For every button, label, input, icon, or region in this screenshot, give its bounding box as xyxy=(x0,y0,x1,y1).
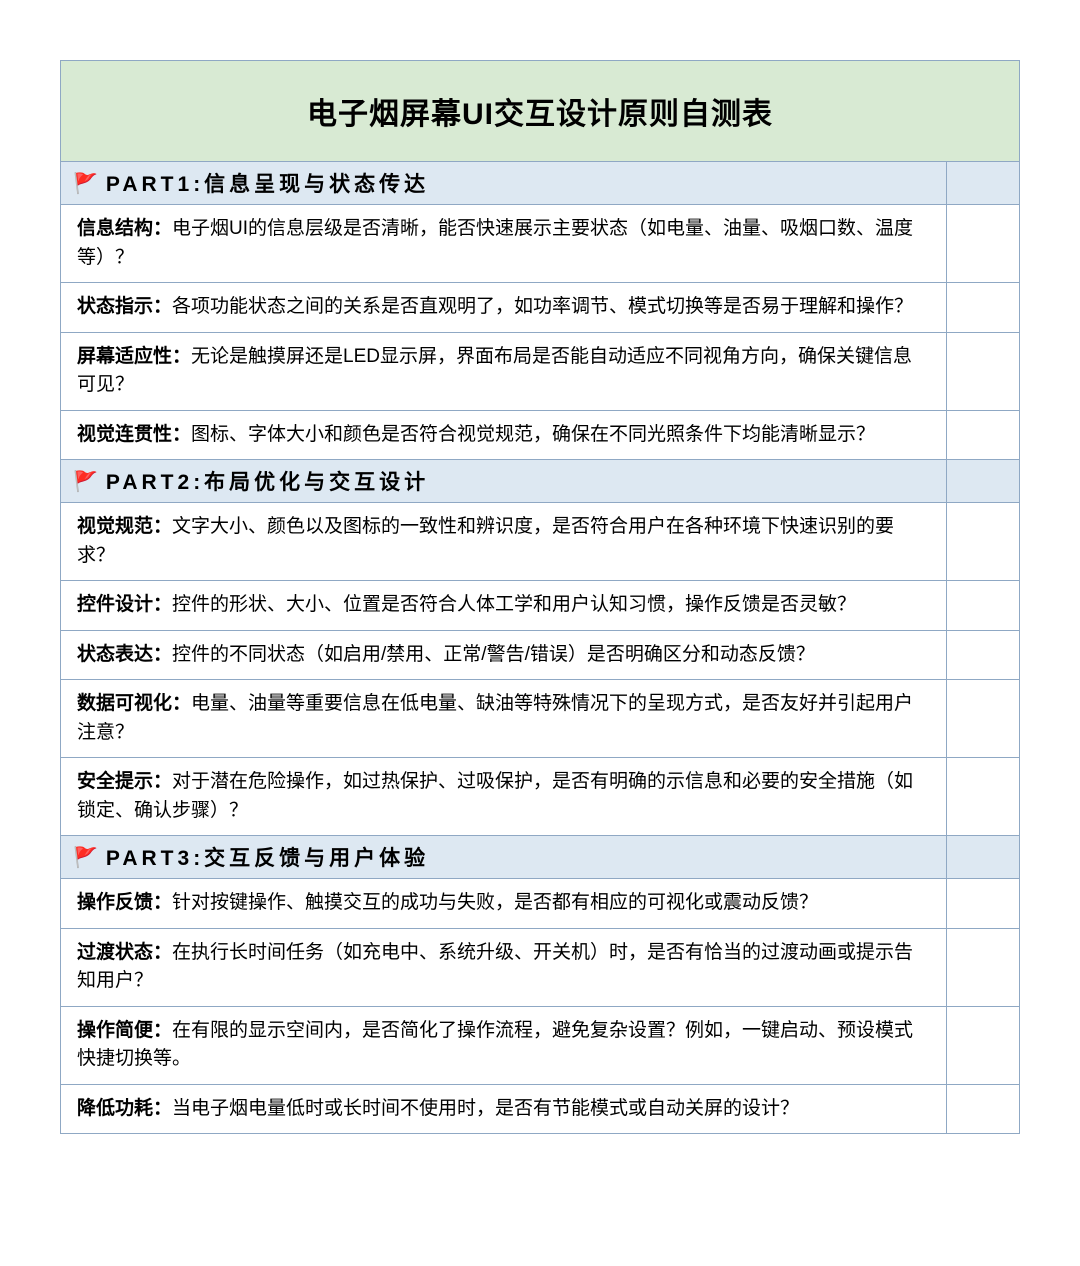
item-content: 降低功耗：当电子烟电量低时或长时间不使用时，是否有节能模式或自动关屏的设计？ xyxy=(61,1085,947,1134)
item-label: 操作反馈： xyxy=(77,892,172,913)
checklist-item-row: 操作简便：在有限的显示空间内，是否简化了操作流程，避免复杂设置？例如，一键启动、… xyxy=(61,1007,1019,1085)
checklist-item-row: 状态指示：各项功能状态之间的关系是否直观明了，如功率调节、模式切换等是否易于理解… xyxy=(61,283,1019,333)
item-checkbox-cell[interactable] xyxy=(947,680,1019,757)
section-header: 🚩 PART2:布局优化与交互设计 xyxy=(61,460,947,502)
item-text: 在有限的显示空间内，是否简化了操作流程，避免复杂设置？例如，一键启动、预设模式快… xyxy=(77,1020,913,1070)
checklist-item-row: 状态表达：控件的不同状态（如启用/禁用、正常/警告/错误）是否明确区分和动态反馈… xyxy=(61,631,1019,681)
item-checkbox-cell[interactable] xyxy=(947,283,1019,332)
checklist-item-row: 屏幕适应性：无论是触摸屏还是LED显示屏，界面布局是否能自动适应不同视角方向，确… xyxy=(61,333,1019,411)
checklist-item-row: 降低功耗：当电子烟电量低时或长时间不使用时，是否有节能模式或自动关屏的设计？ xyxy=(61,1085,1019,1134)
item-checkbox-cell[interactable] xyxy=(947,333,1019,410)
item-label: 降低功耗： xyxy=(77,1098,172,1119)
item-label: 安全提示： xyxy=(77,771,172,792)
item-text: 电子烟UI的信息层级是否清晰，能否快速展示主要状态（如电量、油量、吸烟口数、温度… xyxy=(77,218,913,268)
item-content: 视觉规范：文字大小、颜色以及图标的一致性和辨识度，是否符合用户在各种环境下快速识… xyxy=(61,503,947,580)
item-checkbox-cell[interactable] xyxy=(947,1085,1019,1134)
item-text: 针对按键操作、触摸交互的成功与失败，是否都有相应的可视化或震动反馈？ xyxy=(172,892,818,913)
item-checkbox-cell[interactable] xyxy=(947,879,1019,928)
section-header-row: 🚩 PART1:信息呈现与状态传达 xyxy=(61,162,1019,205)
item-label: 信息结构： xyxy=(77,218,172,239)
section-header: 🚩 PART1:信息呈现与状态传达 xyxy=(61,162,947,204)
item-checkbox-cell[interactable] xyxy=(947,205,1019,282)
item-checkbox-cell[interactable] xyxy=(947,758,1019,835)
item-checkbox-cell[interactable] xyxy=(947,631,1019,680)
item-checkbox-cell[interactable] xyxy=(947,929,1019,1006)
item-label: 数据可视化： xyxy=(77,693,191,714)
item-content: 状态表达：控件的不同状态（如启用/禁用、正常/警告/错误）是否明确区分和动态反馈… xyxy=(61,631,947,680)
item-text: 在执行长时间任务（如充电中、系统升级、开关机）时，是否有恰当的过渡动画或提示告知… xyxy=(77,942,913,992)
item-content: 数据可视化：电量、油量等重要信息在低电量、缺油等特殊情况下的呈现方式，是否友好并… xyxy=(61,680,947,757)
checklist-item-row: 信息结构：电子烟UI的信息层级是否清晰，能否快速展示主要状态（如电量、油量、吸烟… xyxy=(61,205,1019,283)
item-content: 控件设计：控件的形状、大小、位置是否符合人体工学和用户认知习惯，操作反馈是否灵敏… xyxy=(61,581,947,630)
item-label: 控件设计： xyxy=(77,594,172,615)
item-content: 安全提示：对于潜在危险操作，如过热保护、过吸保护，是否有明确的示信息和必要的安全… xyxy=(61,758,947,835)
item-label: 状态指示： xyxy=(77,296,172,317)
checklist-item-row: 数据可视化：电量、油量等重要信息在低电量、缺油等特殊情况下的呈现方式，是否友好并… xyxy=(61,680,1019,758)
checklist-item-row: 视觉连贯性：图标、字体大小和颜色是否符合视觉规范，确保在不同光照条件下均能清晰显… xyxy=(61,411,1019,461)
checklist-item-row: 安全提示：对于潜在危险操作，如过热保护、过吸保护，是否有明确的示信息和必要的安全… xyxy=(61,758,1019,836)
section-checkbox-cell[interactable] xyxy=(947,162,1019,204)
section-checkbox-cell[interactable] xyxy=(947,460,1019,502)
item-checkbox-cell[interactable] xyxy=(947,581,1019,630)
section-title: PART1:信息呈现与状态传达 xyxy=(106,168,429,198)
item-label: 屏幕适应性： xyxy=(77,346,191,367)
item-checkbox-cell[interactable] xyxy=(947,1007,1019,1084)
page-title: 电子烟屏幕UI交互设计原则自测表 xyxy=(307,98,773,131)
item-label: 状态表达： xyxy=(77,644,172,665)
flag-icon: 🚩 xyxy=(73,845,98,870)
item-label: 视觉连贯性： xyxy=(77,424,191,445)
item-text: 控件的形状、大小、位置是否符合人体工学和用户认知习惯，操作反馈是否灵敏？ xyxy=(172,594,856,615)
section-checkbox-cell[interactable] xyxy=(947,836,1019,878)
item-label: 操作简便： xyxy=(77,1020,172,1041)
item-content: 屏幕适应性：无论是触摸屏还是LED显示屏，界面布局是否能自动适应不同视角方向，确… xyxy=(61,333,947,410)
section-title: PART2:布局优化与交互设计 xyxy=(106,466,429,496)
section-title: PART3:交互反馈与用户体验 xyxy=(106,842,429,872)
item-content: 过渡状态：在执行长时间任务（如充电中、系统升级、开关机）时，是否有恰当的过渡动画… xyxy=(61,929,947,1006)
item-text: 当电子烟电量低时或长时间不使用时，是否有节能模式或自动关屏的设计？ xyxy=(172,1098,799,1119)
item-checkbox-cell[interactable] xyxy=(947,411,1019,460)
item-text: 无论是触摸屏还是LED显示屏，界面布局是否能自动适应不同视角方向，确保关键信息可… xyxy=(77,346,912,396)
section-header: 🚩 PART3:交互反馈与用户体验 xyxy=(61,836,947,878)
item-content: 信息结构：电子烟UI的信息层级是否清晰，能否快速展示主要状态（如电量、油量、吸烟… xyxy=(61,205,947,282)
item-text: 电量、油量等重要信息在低电量、缺油等特殊情况下的呈现方式，是否友好并引起用户注意… xyxy=(77,693,913,743)
item-text: 对于潜在危险操作，如过热保护、过吸保护，是否有明确的示信息和必要的安全措施（如锁… xyxy=(77,771,913,821)
checklist-table: 电子烟屏幕UI交互设计原则自测表 🚩 PART1:信息呈现与状态传达 信息结构：… xyxy=(60,60,1020,1134)
checklist-item-row: 控件设计：控件的形状、大小、位置是否符合人体工学和用户认知习惯，操作反馈是否灵敏… xyxy=(61,581,1019,631)
item-label: 过渡状态： xyxy=(77,942,172,963)
item-checkbox-cell[interactable] xyxy=(947,503,1019,580)
checklist-item-row: 操作反馈：针对按键操作、触摸交互的成功与失败，是否都有相应的可视化或震动反馈？ xyxy=(61,879,1019,929)
item-content: 操作简便：在有限的显示空间内，是否简化了操作流程，避免复杂设置？例如，一键启动、… xyxy=(61,1007,947,1084)
title-row: 电子烟屏幕UI交互设计原则自测表 xyxy=(61,61,1019,162)
item-text: 图标、字体大小和颜色是否符合视觉规范，确保在不同光照条件下均能清晰显示？ xyxy=(191,424,875,445)
item-content: 视觉连贯性：图标、字体大小和颜色是否符合视觉规范，确保在不同光照条件下均能清晰显… xyxy=(61,411,947,460)
checklist-item-row: 视觉规范：文字大小、颜色以及图标的一致性和辨识度，是否符合用户在各种环境下快速识… xyxy=(61,503,1019,581)
item-content: 操作反馈：针对按键操作、触摸交互的成功与失败，是否都有相应的可视化或震动反馈？ xyxy=(61,879,947,928)
item-content: 状态指示：各项功能状态之间的关系是否直观明了，如功率调节、模式切换等是否易于理解… xyxy=(61,283,947,332)
section-header-row: 🚩 PART2:布局优化与交互设计 xyxy=(61,460,1019,503)
checklist-item-row: 过渡状态：在执行长时间任务（如充电中、系统升级、开关机）时，是否有恰当的过渡动画… xyxy=(61,929,1019,1007)
item-text: 控件的不同状态（如启用/禁用、正常/警告/错误）是否明确区分和动态反馈？ xyxy=(172,644,815,665)
item-text: 各项功能状态之间的关系是否直观明了，如功率调节、模式切换等是否易于理解和操作？ xyxy=(172,296,913,317)
flag-icon: 🚩 xyxy=(73,171,98,196)
section-header-row: 🚩 PART3:交互反馈与用户体验 xyxy=(61,836,1019,879)
item-text: 文字大小、颜色以及图标的一致性和辨识度，是否符合用户在各种环境下快速识别的要求？ xyxy=(77,516,894,566)
flag-icon: 🚩 xyxy=(73,469,98,494)
item-label: 视觉规范： xyxy=(77,516,172,537)
